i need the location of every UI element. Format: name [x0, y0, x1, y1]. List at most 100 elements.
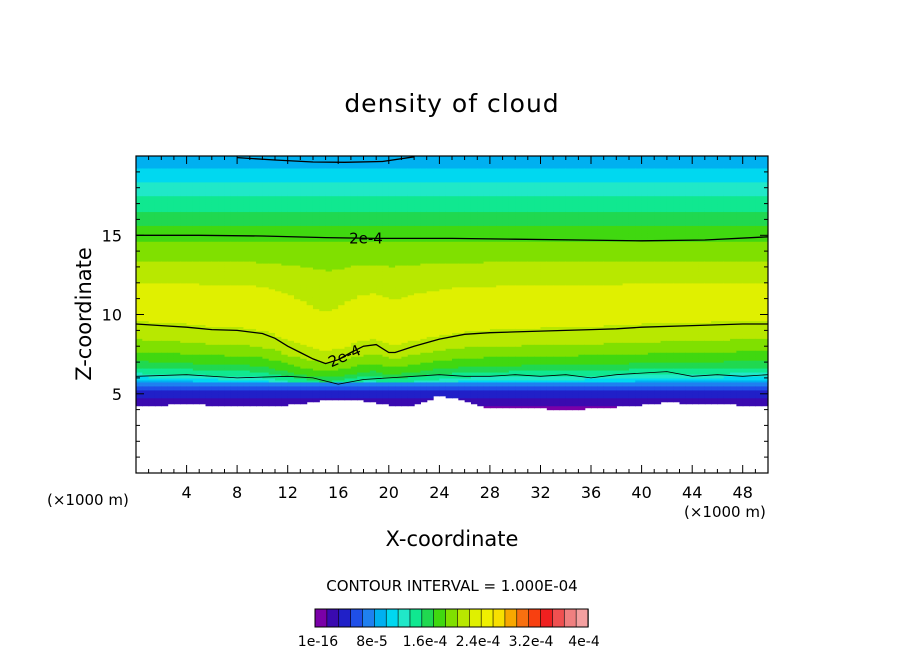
contour-cell [237, 274, 245, 278]
contour-cell [161, 286, 169, 290]
contour-cell [211, 235, 219, 238]
contour-cell [154, 364, 162, 367]
contour-cell [161, 173, 169, 177]
contour-cell [218, 243, 226, 246]
contour-cell [173, 286, 181, 290]
contour-cell [199, 314, 207, 318]
contour-cell [256, 175, 263, 179]
contour-cell [161, 227, 169, 230]
contour-cell [218, 282, 226, 286]
contour-cell [224, 292, 232, 296]
contour-cell [262, 221, 270, 224]
contour-cell [211, 276, 219, 280]
contour-cell [218, 159, 226, 163]
contour-cell [186, 348, 194, 351]
contour-cell [211, 165, 219, 169]
contour-cell [256, 251, 263, 254]
contour-cell [148, 213, 156, 217]
contour-cell [218, 336, 226, 339]
contour-cell [161, 165, 169, 169]
contour-cell [136, 245, 143, 248]
contour-cell [148, 237, 156, 240]
contour-cell [167, 336, 175, 339]
contour-cell [148, 334, 156, 337]
contour-cell [142, 227, 150, 230]
contour-cell [167, 375, 175, 379]
contour-cell [167, 296, 175, 300]
contour-cell [218, 272, 226, 276]
contour-cell [161, 253, 169, 256]
contour-cell [192, 173, 200, 177]
contour-cell [256, 193, 263, 197]
contour-cell [148, 352, 156, 355]
contour-cell [180, 276, 188, 280]
contour-cell [199, 201, 207, 205]
contour-cell [237, 312, 245, 316]
contour-cell [180, 373, 188, 377]
contour-cell [136, 259, 143, 262]
contour-cell [186, 286, 194, 290]
contour-cell [148, 189, 156, 193]
contour-cell [154, 221, 162, 224]
contour-cell [262, 223, 270, 226]
contour-cell [256, 399, 263, 403]
contour-cell [230, 179, 238, 183]
contour-cell [262, 292, 270, 296]
contour-cell [243, 217, 251, 220]
contour-cell [173, 197, 181, 201]
contour-cell [186, 367, 194, 371]
contour-cell [142, 223, 150, 226]
contour-cell [161, 356, 169, 359]
contour-cell [186, 247, 194, 250]
contour-cell [173, 387, 181, 391]
contour-cell [218, 251, 226, 254]
contour-cell [161, 187, 169, 191]
contour-cell [205, 161, 213, 165]
contour-cell [243, 253, 251, 256]
contour-cell [237, 201, 245, 205]
contour-cell [142, 173, 150, 177]
contour-cell [230, 314, 238, 318]
contour-cell [136, 243, 143, 246]
contour-cell [262, 185, 270, 189]
contour-cell [211, 195, 219, 199]
contour-cell [205, 298, 213, 302]
contour-cell [199, 401, 207, 405]
contour-cell [249, 156, 257, 159]
contour-cell [186, 288, 194, 292]
contour-cell [230, 245, 238, 248]
contour-cell [256, 389, 263, 393]
contour-cell [180, 342, 188, 345]
contour-cell [211, 367, 219, 371]
contour-cell [224, 358, 232, 361]
contour-cell [237, 352, 245, 355]
contour-cell [192, 169, 200, 173]
contour-cell [199, 261, 207, 264]
contour-cell [161, 403, 169, 407]
contour-cell [154, 346, 162, 349]
contour-cell [186, 369, 194, 373]
contour-cell [173, 231, 181, 234]
contour-cell [186, 278, 194, 282]
contour-cell [205, 185, 213, 189]
contour-cell [161, 217, 169, 220]
contour-cell [224, 304, 232, 308]
contour-cell [199, 173, 207, 177]
contour-cell [136, 173, 143, 177]
contour-cell [218, 373, 226, 377]
contour-cell [192, 241, 200, 244]
contour-cell [186, 385, 194, 389]
contour-cell [199, 393, 207, 397]
contour-cell [148, 201, 156, 205]
contour-cell [262, 288, 270, 292]
contour-cell [243, 276, 251, 280]
contour-cell [148, 205, 156, 209]
contour-cell [205, 278, 213, 282]
contour-cell [243, 395, 251, 399]
contour-cell [186, 266, 194, 270]
contour-cell [205, 245, 213, 248]
contour-cell [199, 157, 207, 161]
contour-cell [161, 278, 169, 282]
contour-cell [167, 280, 175, 284]
contour-cell [243, 360, 251, 363]
